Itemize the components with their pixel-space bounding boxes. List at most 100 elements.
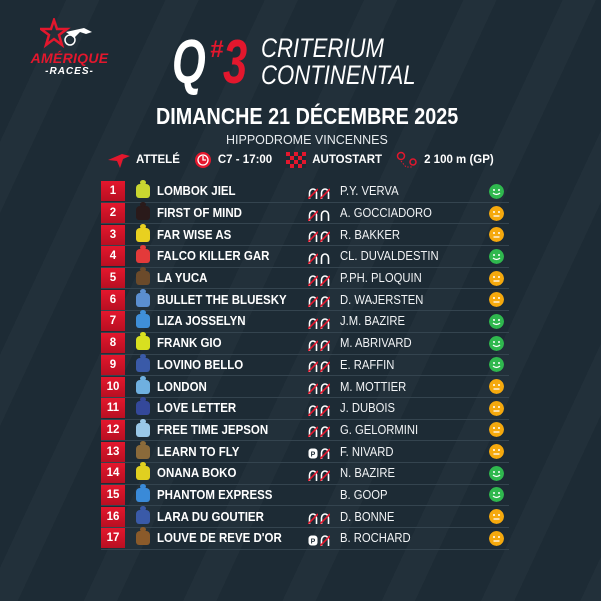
jockey-silk-icon [136,332,150,351]
shoeing [307,359,331,373]
horseshoe-removed-icon [307,468,319,482]
smiley-neutral-icon [489,509,504,525]
race-date-text: DIMANCHE 21 DÉCEMBRE 2025 [156,103,459,129]
horseshoe-removed-icon [307,403,319,417]
jockey-silk-icon [136,202,150,221]
race-info: ATTELÉ C7 - 17:00 AUTOSTART 2 100 m (GP) [108,151,508,169]
runner-row: 17 LOUVE DE REVE D'OR P B. ROCHARD [101,527,509,550]
driver-name: M. ABRIVARD [340,336,412,351]
jockey-silk-icon [136,245,150,264]
jockey-silk-icon [136,462,150,481]
horseshoe-removed-icon [319,316,331,330]
smiley-neutral-icon [489,422,504,438]
jockey-silk-icon [136,418,150,437]
race-name-line1: CRITERIUM [261,33,385,63]
driver-name: P.PH. PLOQUIN [340,271,422,286]
shoeing [307,208,330,222]
horseshoe-removed-icon [307,511,319,525]
route-distance-icon [396,151,417,168]
driver-name: E. RAFFIN [340,357,395,372]
shoeing [307,468,331,482]
horse-name: LOMBOK JIEL [157,184,236,199]
horseshoe-removed-icon [307,359,319,373]
runner-row: 15 PHANTOM EXPRESS B. GOOP [101,483,509,507]
horse-name: FIRST OF MIND [157,206,242,221]
shoeing [307,229,331,243]
shoeing [307,403,331,417]
jockey-silk-icon [136,483,150,502]
horseshoe-removed-icon [307,316,319,330]
runner-number: 6 [101,289,125,310]
runner-number: 8 [101,333,125,354]
smiley-happy-icon [489,465,504,481]
star-horse-logo-icon [39,18,92,49]
horseshoe-removed-icon [319,229,331,243]
driver-name: G. GELORMINI [340,422,419,437]
horseshoe-removed-icon [319,273,331,287]
horseshoe-removed-icon [319,424,331,438]
runner-number: 15 [101,484,125,505]
smiley-neutral-icon [489,530,504,546]
runner-row: 12 FREE TIME JEPSON G. GELORMINI [101,418,509,442]
runner-row: 16 LARA DU GOUTIER D. BONNE [101,505,509,528]
runner-number: 9 [101,354,125,375]
horseshoe-removed-icon [319,186,331,200]
driver-name: J. DUBOIS [340,401,396,416]
horseshoe-removed-icon [307,338,319,352]
race-date: DIMANCHE 21 DÉCEMBRE 2025 [0,103,601,130]
shoeing [307,273,331,287]
smiley-happy-icon [489,335,504,351]
runner-row: 14 ONANA BOKO N. BAZIRE [101,462,509,485]
smiley-neutral-icon [489,227,504,243]
smiley-happy-icon [489,183,504,199]
start-type: AUTOSTART [312,154,383,166]
brand-subtitle: -RACES- [45,66,94,77]
shoeing [307,338,331,352]
runner-number: 3 [101,224,125,245]
driver-name: B. ROCHARD [340,531,411,546]
smiley-neutral-icon [489,400,504,416]
horseshoe-removed-icon [319,446,331,460]
horseshoe-removed-icon [319,468,331,482]
jockey-silk-icon [136,527,150,546]
distance: 2 100 m (GP) [424,154,494,166]
runner-number: 12 [101,419,125,440]
shoeing [307,511,331,525]
horse-name: LEARN TO FLY [157,444,240,459]
horseshoe-removed-icon [307,424,319,438]
plate-icon: P [308,446,318,459]
driver-name: J.M. BAZIRE [340,314,406,329]
runner-number: 17 [101,528,125,549]
horse-name: LONDON [157,379,207,394]
smiley-neutral-icon [489,379,504,395]
runner-number: 11 [101,398,125,419]
driver-name: CL. DUVALDESTIN [340,249,439,264]
race-number: 3 [223,27,248,97]
horse-name: ONANA BOKO [157,466,237,481]
horseshoe-removed-icon [307,208,319,222]
horse-name: LOVE LETTER [157,401,237,416]
trotter-icon [108,154,130,168]
driver-name: A. GOCCIADORO [340,206,432,221]
shoeing [307,186,331,200]
horse-name: FRANK GIO [157,336,222,351]
shoeing [307,316,331,330]
driver-name: D. BONNE [340,509,395,524]
race-name: CRITERIUM CONTINENTAL [261,35,416,89]
horseshoe-removed-icon [307,381,319,395]
runner-number: 2 [101,203,125,224]
runner-number: 14 [101,463,125,484]
horseshoe-icon [320,208,330,221]
jockey-silk-icon [136,310,150,329]
jockey-silk-icon [136,397,150,416]
shoeing: P [308,533,331,547]
horse-name: BULLET THE BLUESKY [157,292,287,307]
runner-row: 3 FAR WISE AS R. BAKKER [101,223,509,247]
smiley-neutral-icon [489,444,504,460]
runner-number: 10 [101,376,125,397]
shoeing: P [308,446,331,460]
horse-name: FREE TIME JEPSON [157,422,269,437]
race-q: Q [172,27,206,97]
svg-text:P: P [311,452,316,459]
runner-row: 10 LONDON M. MOTTIER [101,375,509,398]
